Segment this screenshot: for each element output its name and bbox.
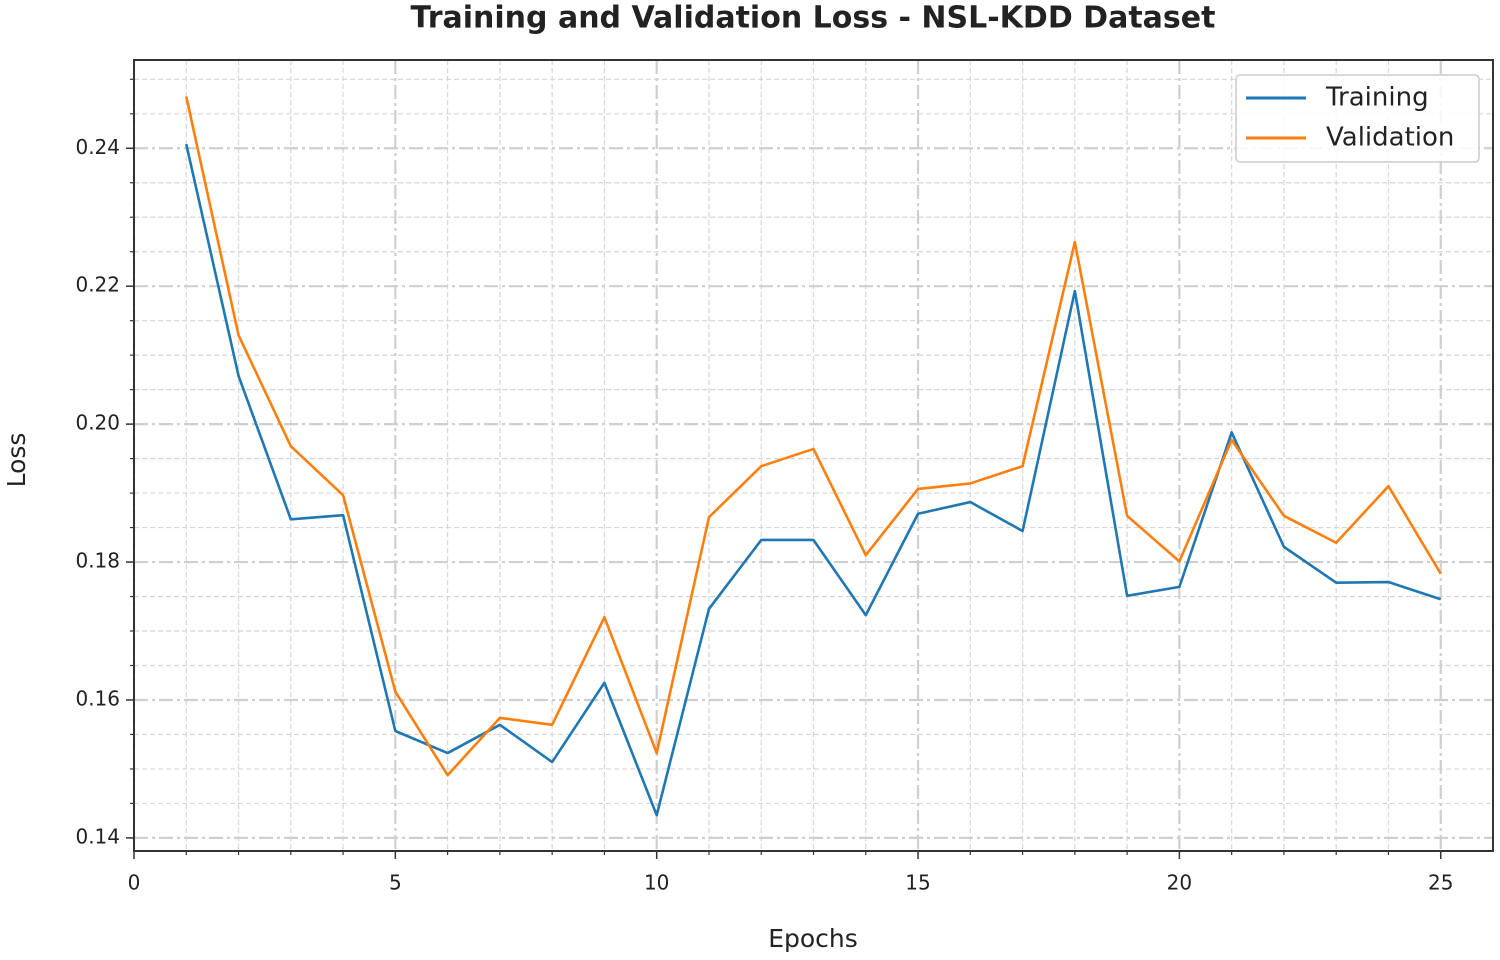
x-tick-label: 15 bbox=[905, 871, 930, 895]
y-tick-label: 0.16 bbox=[75, 686, 120, 710]
plot-frame bbox=[133, 59, 1494, 852]
y-axis-label: Loss bbox=[2, 433, 31, 488]
y-tick-label: 0.18 bbox=[75, 549, 120, 573]
x-axis-label: Epochs bbox=[768, 924, 858, 953]
x-tick-label: 5 bbox=[389, 871, 402, 895]
line-series bbox=[184, 96, 1442, 777]
line-series bbox=[185, 143, 1442, 817]
x-tick-label: 10 bbox=[644, 871, 669, 895]
legend-label: Validation bbox=[1326, 123, 1454, 153]
y-tick-label: 0.20 bbox=[75, 411, 120, 435]
chart-title: Training and Validation Loss - NSL-KDD D… bbox=[411, 1, 1216, 36]
y-tick-label: 0.22 bbox=[75, 273, 120, 297]
x-tick-label: 20 bbox=[1167, 871, 1192, 895]
legend-label: Training bbox=[1325, 83, 1429, 113]
y-tick-label: 0.14 bbox=[75, 824, 120, 848]
x-tick-label: 25 bbox=[1428, 871, 1453, 895]
x-tick-label: 0 bbox=[128, 871, 141, 895]
y-tick-label: 0.24 bbox=[75, 135, 120, 159]
